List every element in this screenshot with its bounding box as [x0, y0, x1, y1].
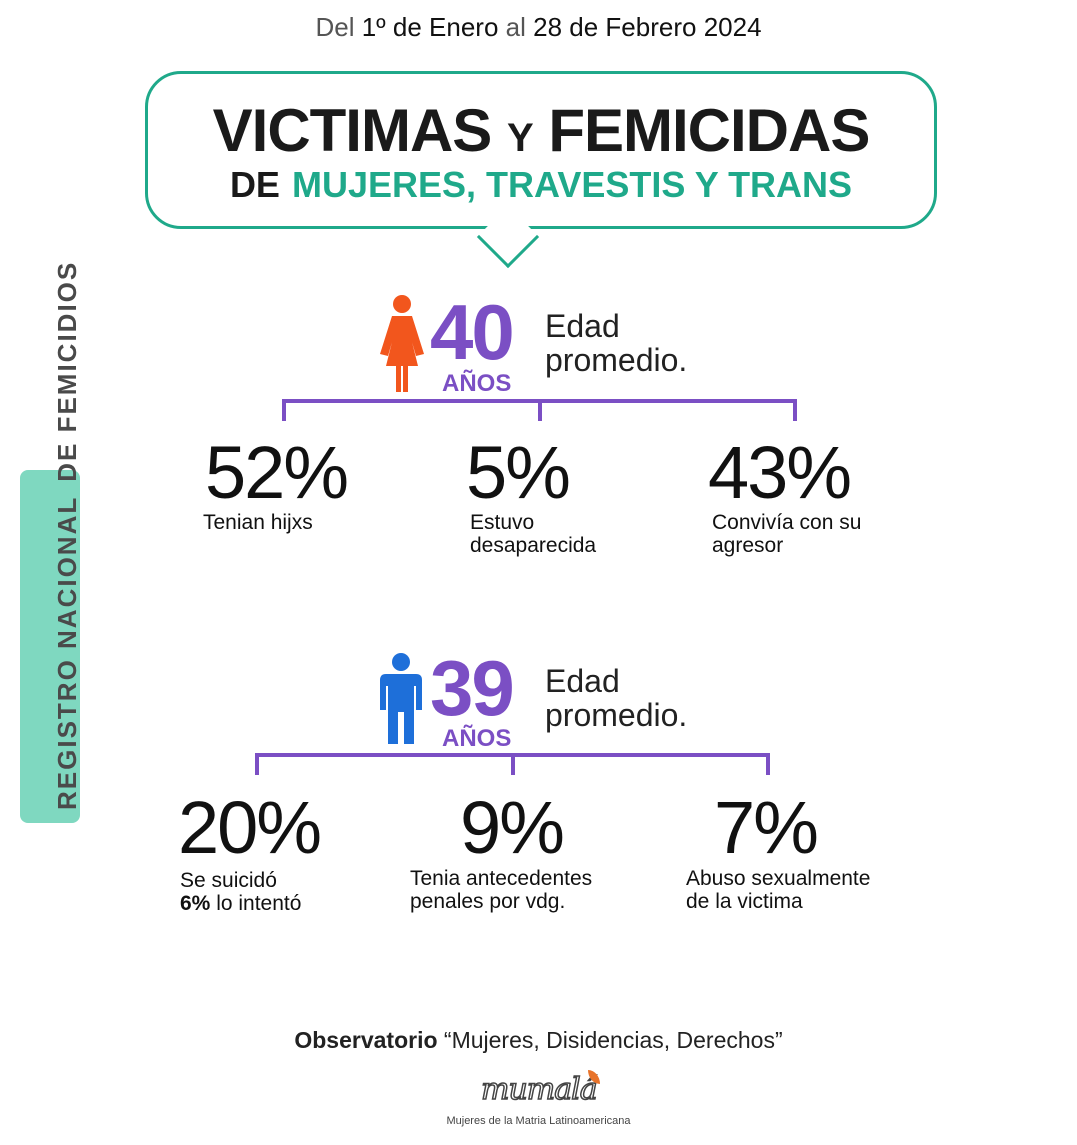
logo-subtitle: Mujeres de la Matria Latinoamericana — [446, 1115, 631, 1127]
aggressor-stat-label: Se suicidó 6% lo intentó — [180, 869, 302, 915]
woman-icon — [380, 295, 424, 392]
title-bubble — [145, 71, 937, 229]
aggressor-stat-value: 9% — [460, 786, 565, 869]
aggressor-age-number: 39 — [430, 644, 515, 732]
victim-stat-value: 5% — [466, 431, 571, 514]
sidebar-label: REGISTRO NACIONAL DE FEMICIDIOS — [52, 261, 83, 810]
main-title: VICTIMAS Y FEMICIDAS — [145, 96, 937, 165]
date-al: al — [505, 12, 526, 42]
victim-stat-label: Tenian hijxs — [203, 511, 313, 534]
sidebar-label-femicidios: DE FEMICIDIOS — [52, 260, 82, 482]
title-y: Y — [506, 116, 534, 160]
victim-stat-value: 52% — [205, 431, 349, 514]
footer-org-rest: “Mujeres, Disidencias, Derechos” — [437, 1027, 783, 1053]
sidebar-label-registro: REGISTRO NACIONAL — [52, 495, 82, 810]
victim-age-desc: Edad promedio. — [545, 308, 688, 378]
victim-stat-label: Convivía con su agresor — [712, 511, 862, 557]
victim-age-number: 40 — [430, 288, 515, 376]
victim-stat-label: Estuvo desaparecida — [470, 511, 597, 557]
subtitle-groups: MUJERES, TRAVESTIS Y TRANS — [291, 164, 853, 205]
subtitle: DE MUJERES, TRAVESTIS Y TRANS — [145, 164, 937, 206]
aggressor-age-unit: AÑOS — [442, 725, 512, 752]
date-range: Del 1º de Enero al 28 de Febrero 2024 — [0, 12, 1077, 43]
victim-stat-value: 43% — [708, 431, 852, 514]
date-to: 28 de Febrero 2024 — [533, 12, 762, 42]
aggressor-age-desc: Edad promedio. — [545, 663, 688, 733]
observatorio-credit: Observatorio “Mujeres, Disidencias, Dere… — [0, 1027, 1077, 1054]
aggressor-stat-label: Tenia antecedentes penales por vdg. — [410, 867, 593, 913]
date-from: 1º de Enero — [361, 12, 499, 42]
man-icon — [380, 653, 422, 744]
mumala-logo: mumalá — [480, 1071, 598, 1108]
footer-org-bold: Observatorio — [294, 1027, 438, 1053]
title-victimas: VICTIMAS — [212, 97, 493, 164]
date-del: Del — [315, 12, 355, 42]
title-femicidas: FEMICIDAS — [548, 97, 870, 164]
sidebar-pill — [20, 470, 80, 823]
aggressor-stat-value: 20% — [178, 786, 322, 869]
aggressor-stat-value: 7% — [714, 786, 819, 869]
aggressor-stat-label: Abuso sexualmente de la victima — [686, 867, 871, 913]
subtitle-de: DE — [229, 164, 280, 205]
victim-age-unit: AÑOS — [442, 370, 512, 397]
